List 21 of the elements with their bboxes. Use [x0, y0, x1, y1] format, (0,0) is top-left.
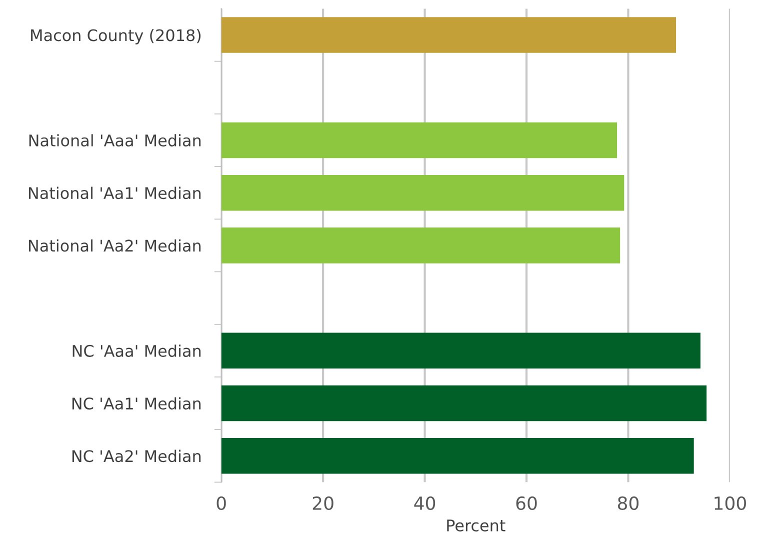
x-tick-label: 40 — [414, 496, 436, 510]
y-tick-label: NC 'Aaa' Median — [72, 344, 201, 357]
bar — [221, 122, 618, 158]
y-tick-label: National 'Aa1' Median — [28, 186, 201, 200]
x-tick-label: 80 — [618, 496, 639, 510]
y-tick-label: National 'Aa2' Median — [28, 239, 201, 252]
bar — [221, 385, 707, 422]
bar — [221, 438, 694, 474]
bar — [221, 228, 620, 264]
y-tick-label: National 'Aaa' Median — [29, 134, 201, 147]
bar — [221, 174, 624, 211]
x-axis-title: Percent — [447, 520, 506, 532]
y-tick-label: Macon County (2018) — [31, 28, 201, 44]
x-tick-label: 0 — [216, 496, 226, 510]
y-tick-label: NC 'Aa1' Median — [72, 397, 201, 410]
x-tick-label: 60 — [516, 496, 537, 510]
x-tick-label: 100 — [714, 496, 746, 510]
bar — [221, 17, 676, 53]
bar — [221, 332, 700, 369]
y-tick-label: NC 'Aa2' Median — [72, 450, 201, 462]
x-tick-label: 20 — [312, 496, 334, 510]
